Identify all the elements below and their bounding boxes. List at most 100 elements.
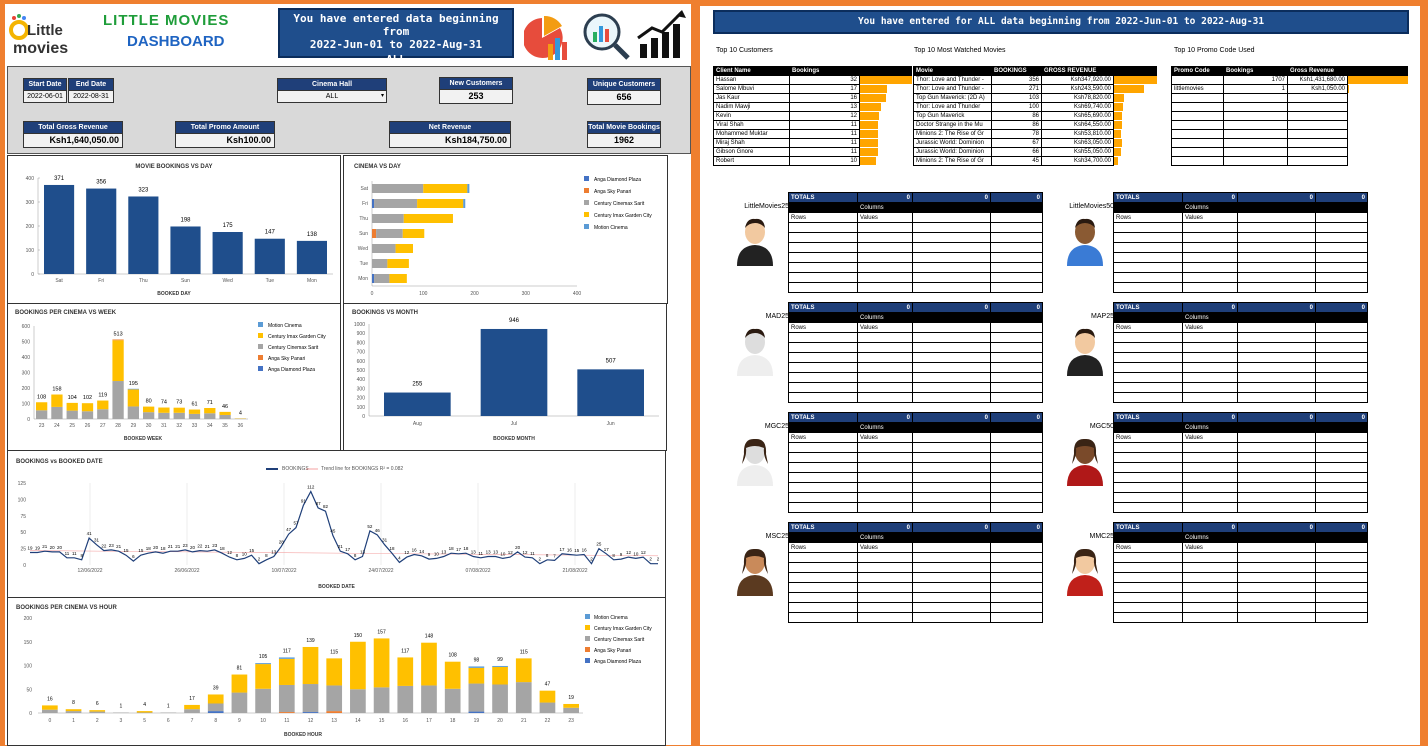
table-cell[interactable] bbox=[858, 383, 913, 393]
table-cell[interactable] bbox=[991, 463, 1043, 473]
table-cell[interactable]: 103 bbox=[992, 94, 1042, 103]
table-cell[interactable] bbox=[858, 473, 913, 483]
table-cell[interactable] bbox=[991, 553, 1043, 563]
table-cell[interactable]: Thor: Love and Thunder bbox=[914, 103, 992, 112]
table-cell[interactable] bbox=[858, 603, 913, 613]
table-cell[interactable] bbox=[1316, 263, 1368, 273]
table-cell[interactable] bbox=[913, 483, 991, 493]
cinema-hall-select[interactable]: ALL▾ bbox=[277, 91, 387, 103]
table-cell[interactable] bbox=[913, 573, 991, 583]
table-cell[interactable]: littlemovies bbox=[1172, 85, 1224, 94]
table-cell[interactable] bbox=[1183, 613, 1238, 623]
table-cell[interactable]: 11 bbox=[790, 148, 860, 157]
table-cell[interactable] bbox=[1316, 603, 1368, 613]
table-cell[interactable] bbox=[1288, 139, 1348, 148]
table-cell[interactable] bbox=[1288, 157, 1348, 166]
pivot-columns-label[interactable]: Columns bbox=[858, 313, 1043, 323]
table-cell[interactable] bbox=[1172, 94, 1224, 103]
table-cell[interactable]: Thor: Love and Thunder - bbox=[914, 85, 992, 94]
col-promo-bookings[interactable]: Bookings bbox=[1224, 67, 1288, 76]
table-cell[interactable] bbox=[991, 343, 1043, 353]
table-cell[interactable]: Robert bbox=[714, 157, 790, 166]
table-cell[interactable]: 86 bbox=[992, 112, 1042, 121]
table-cell[interactable] bbox=[1114, 553, 1183, 563]
end-date-value[interactable]: 2022-08-31 bbox=[68, 91, 114, 103]
table-cell[interactable] bbox=[991, 613, 1043, 623]
table-cell[interactable] bbox=[1238, 283, 1316, 293]
table-cell[interactable]: Nadim Mawji bbox=[714, 103, 790, 112]
table-cell[interactable] bbox=[991, 493, 1043, 503]
table-cell[interactable]: Ksh65,690.00 bbox=[1042, 112, 1114, 121]
table-cell[interactable]: Jurassic World: Dominion bbox=[914, 139, 992, 148]
table-cell[interactable] bbox=[913, 473, 991, 483]
table-cell[interactable] bbox=[1288, 103, 1348, 112]
table-cell[interactable] bbox=[1238, 503, 1316, 513]
table-cell[interactable] bbox=[789, 223, 858, 233]
table-cell[interactable] bbox=[913, 343, 991, 353]
table-cell[interactable] bbox=[789, 613, 858, 623]
table-cell[interactable] bbox=[991, 473, 1043, 483]
table-cell[interactable] bbox=[1316, 583, 1368, 593]
table-cell[interactable] bbox=[1316, 333, 1368, 343]
table-cell[interactable] bbox=[1172, 103, 1224, 112]
table-cell[interactable] bbox=[991, 233, 1043, 243]
start-date-value[interactable]: 2022-06-01 bbox=[23, 91, 67, 103]
table-cell[interactable]: Jas Kaur bbox=[714, 94, 790, 103]
table-cell[interactable] bbox=[1114, 573, 1183, 583]
table-cell[interactable] bbox=[1238, 273, 1316, 283]
table-cell[interactable]: Ksh34,700.00 bbox=[1042, 157, 1114, 166]
table-cell[interactable] bbox=[789, 283, 858, 293]
table-cell[interactable] bbox=[1183, 223, 1238, 233]
table-cell[interactable]: Ksh53,810.00 bbox=[1042, 130, 1114, 139]
pivot-values-label[interactable]: Values bbox=[858, 213, 913, 223]
table-cell[interactable] bbox=[858, 453, 913, 463]
table-cell[interactable] bbox=[1238, 383, 1316, 393]
pivot-values-label[interactable]: Values bbox=[858, 433, 913, 443]
table-cell[interactable] bbox=[1288, 130, 1348, 139]
table-cell[interactable] bbox=[1114, 453, 1183, 463]
table-cell[interactable] bbox=[913, 593, 991, 603]
table-cell[interactable]: Ksh55,050.00 bbox=[1042, 148, 1114, 157]
table-cell[interactable] bbox=[1183, 353, 1238, 363]
table-cell[interactable]: 1 bbox=[1224, 85, 1288, 94]
table-cell[interactable] bbox=[991, 273, 1043, 283]
table-cell[interactable] bbox=[789, 493, 858, 503]
table-cell[interactable] bbox=[991, 333, 1043, 343]
table-cell[interactable]: Viral Shah bbox=[714, 121, 790, 130]
table-cell[interactable] bbox=[1316, 493, 1368, 503]
table-cell[interactable] bbox=[913, 453, 991, 463]
table-cell[interactable] bbox=[1316, 243, 1368, 253]
table-cell[interactable] bbox=[1238, 603, 1316, 613]
table-cell[interactable]: 1707 bbox=[1224, 76, 1288, 85]
table-cell[interactable]: Ksh63,050.00 bbox=[1042, 139, 1114, 148]
col-client-name[interactable]: Client Name bbox=[714, 67, 790, 76]
table-cell[interactable] bbox=[1238, 613, 1316, 623]
table-cell[interactable] bbox=[1316, 483, 1368, 493]
table-cell[interactable] bbox=[1238, 463, 1316, 473]
table-cell[interactable] bbox=[789, 253, 858, 263]
table-cell[interactable]: 12 bbox=[790, 112, 860, 121]
table-cell[interactable] bbox=[1316, 233, 1368, 243]
table-cell[interactable]: 78 bbox=[992, 130, 1042, 139]
table-cell[interactable] bbox=[991, 583, 1043, 593]
table-cell[interactable] bbox=[858, 483, 913, 493]
table-cell[interactable] bbox=[991, 253, 1043, 263]
table-cell[interactable] bbox=[1238, 393, 1316, 403]
table-cell[interactable] bbox=[1172, 112, 1224, 121]
table-cell[interactable] bbox=[1238, 573, 1316, 583]
table-cell[interactable] bbox=[1238, 493, 1316, 503]
table-cell[interactable] bbox=[789, 573, 858, 583]
table-cell[interactable] bbox=[913, 563, 991, 573]
table-cell[interactable] bbox=[991, 373, 1043, 383]
table-cell[interactable] bbox=[858, 563, 913, 573]
table-cell[interactable] bbox=[1183, 333, 1238, 343]
table-cell[interactable] bbox=[1224, 121, 1288, 130]
table-cell[interactable] bbox=[991, 503, 1043, 513]
table-cell[interactable] bbox=[1183, 583, 1238, 593]
table-cell[interactable]: Doctor Strange in the Mu bbox=[914, 121, 992, 130]
table-cell[interactable] bbox=[1183, 273, 1238, 283]
table-cell[interactable] bbox=[1114, 223, 1183, 233]
pivot-rows-label[interactable]: Rows bbox=[789, 543, 858, 553]
table-cell[interactable] bbox=[991, 243, 1043, 253]
table-cell[interactable] bbox=[1172, 148, 1224, 157]
